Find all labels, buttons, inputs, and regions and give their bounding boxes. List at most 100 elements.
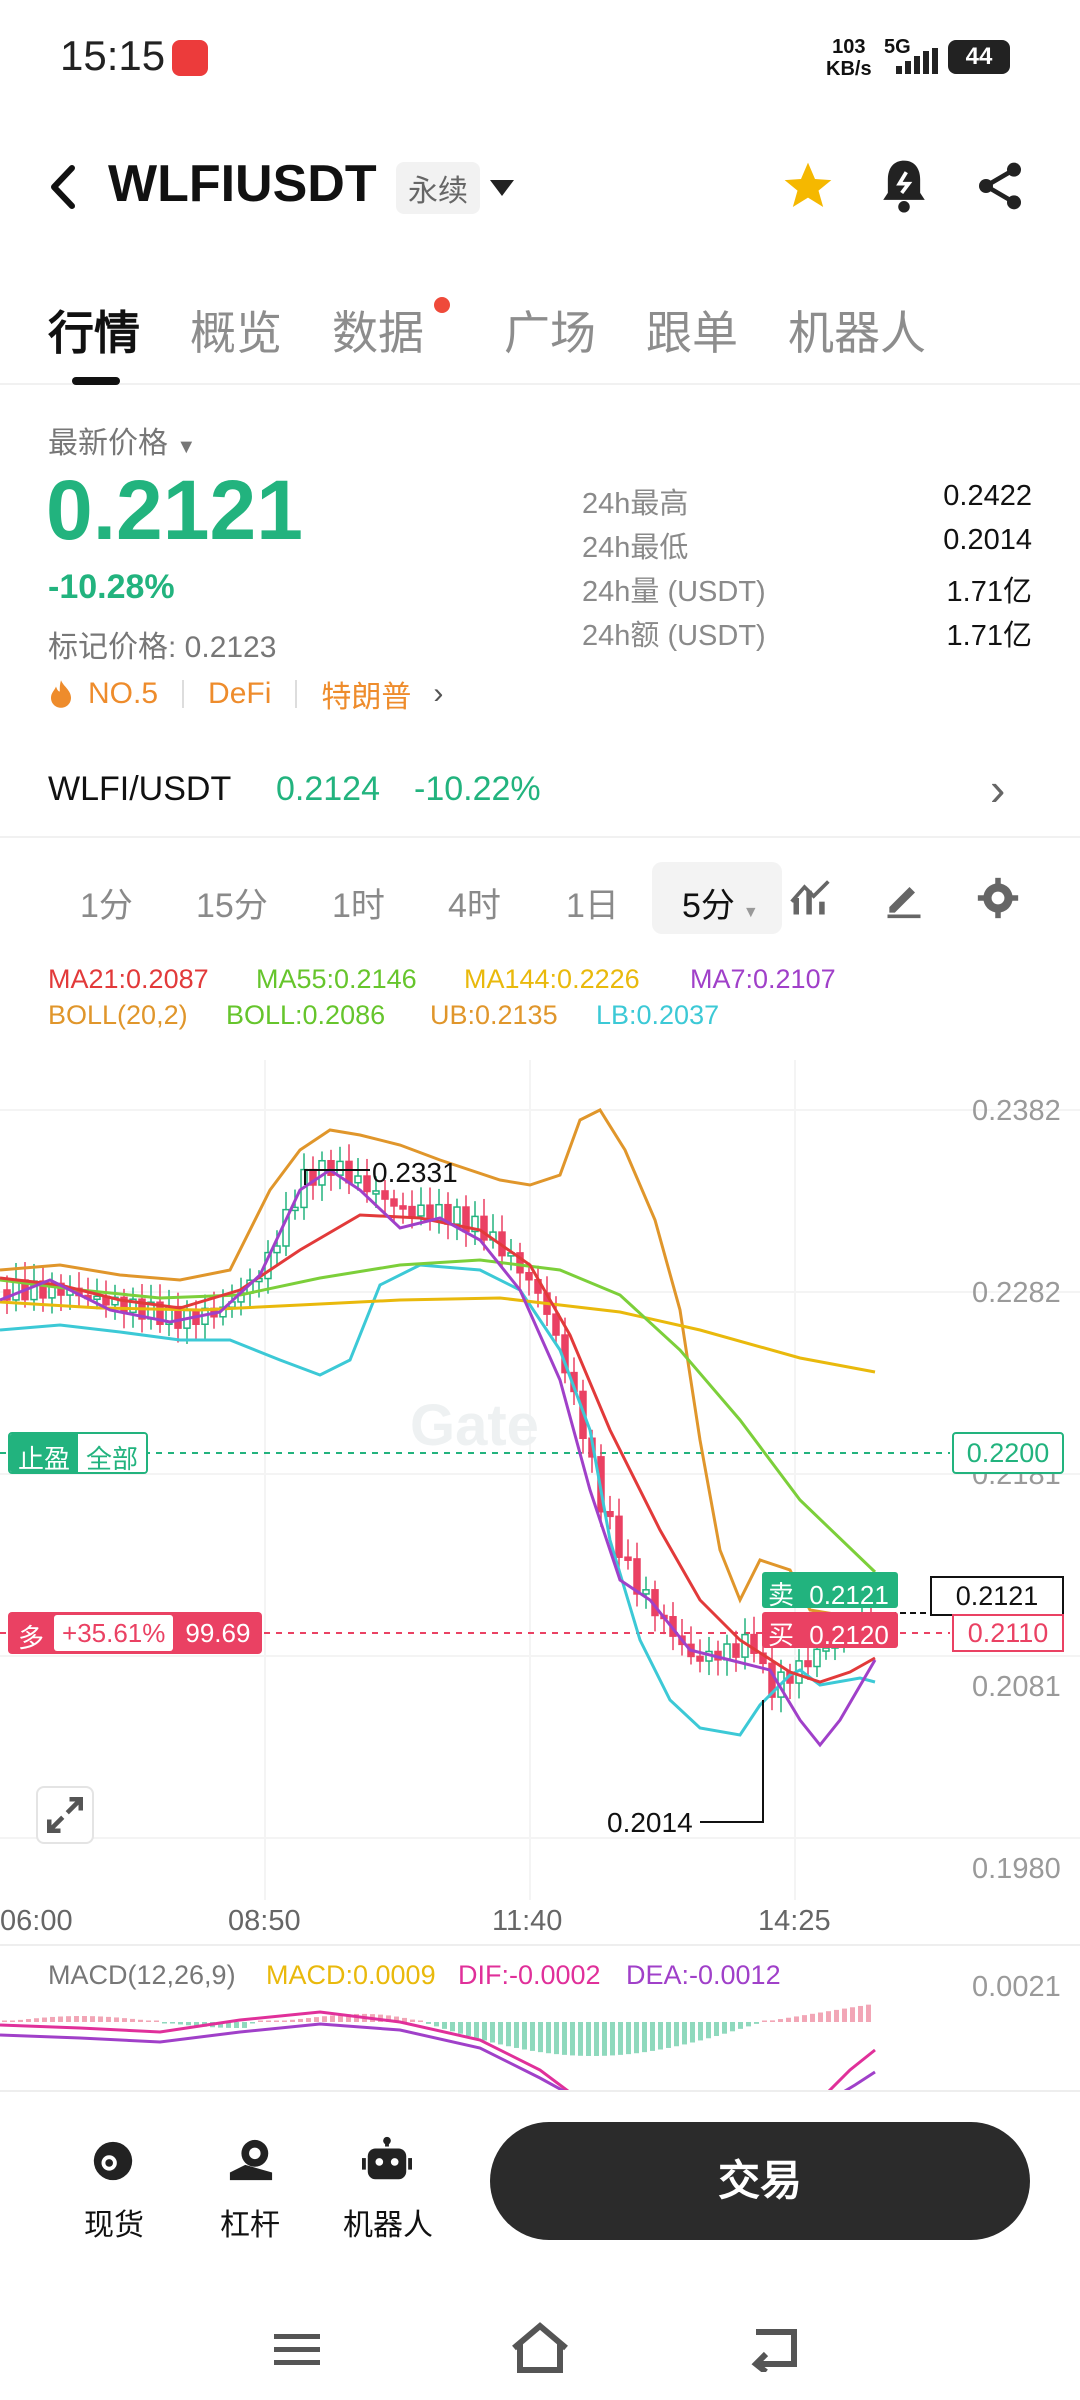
chart-settings-gear-icon[interactable]: [976, 876, 1020, 920]
macd-bar: [290, 2019, 295, 2022]
last-price-tag: 0.2121: [930, 1576, 1064, 1616]
tf-1d[interactable]: 1日: [566, 887, 619, 925]
candle: [822, 1647, 830, 1652]
price-alert-bell-icon[interactable]: [876, 156, 932, 216]
macd-bar: [66, 2016, 71, 2022]
kline-chart[interactable]: MA21:0.2087 MA55:0.2146 MA144:0.2226 MA7…: [0, 960, 1080, 2090]
macd-bar: [674, 2022, 679, 2047]
macd-bar: [546, 2022, 551, 2054]
macd-bar: [194, 2022, 199, 2027]
macd-bar: [386, 2015, 391, 2022]
macd-bar: [522, 2022, 527, 2050]
back-nav-icon[interactable]: [750, 2324, 804, 2375]
tab-market[interactable]: 行情: [48, 307, 140, 359]
macd-bar: [274, 2020, 279, 2022]
tf-15m[interactable]: 15分: [196, 887, 268, 925]
battery-level: 44: [965, 43, 993, 70]
macd-bar: [474, 2022, 479, 2039]
tab-bots[interactable]: 机器人: [788, 307, 926, 359]
dea-value: DEA:-0.0012: [626, 1960, 781, 1990]
macd-bar: [50, 2016, 55, 2022]
candle: [390, 1198, 398, 1207]
tf-1h[interactable]: 1时: [332, 887, 385, 925]
long-position-tag[interactable]: 多 +35.61% 99.69: [8, 1612, 263, 1654]
latest-price-label[interactable]: 最新价格 ▼: [48, 427, 197, 460]
rank-badge[interactable]: NO.5: [88, 677, 159, 710]
legend-boll: BOLL:0.2086: [226, 1000, 386, 1030]
take-profit-tag[interactable]: 止盈 全部: [8, 1432, 149, 1474]
legend-ma7: MA7:0.2107: [690, 964, 836, 994]
y-tick-3: 0.2081: [972, 1671, 1061, 1703]
macd-bar: [466, 2022, 471, 2037]
macd-bar: [162, 2022, 167, 2024]
macd-bar: [842, 2008, 847, 2022]
favorite-star-icon[interactable]: [780, 158, 836, 214]
tab-data[interactable]: 数据: [332, 307, 424, 359]
macd-histogram: [2, 2004, 871, 2056]
buy-price-tag[interactable]: 买 0.2120: [762, 1612, 898, 1650]
macd-bar: [218, 2022, 223, 2028]
spot-icon[interactable]: [90, 2138, 136, 2184]
tab-overview[interactable]: 概览: [190, 307, 282, 359]
margin-icon[interactable]: [226, 2138, 276, 2184]
active-tab-indicator: [72, 377, 120, 385]
macd-bar: [234, 2022, 239, 2028]
tf-1m[interactable]: 1分: [80, 887, 133, 925]
candle: [633, 1558, 641, 1595]
take-profit-price: 0.2200: [952, 1432, 1064, 1474]
symbol-title[interactable]: WLFIUSDT: [108, 155, 377, 213]
dif-value: DIF:-0.0002: [458, 1960, 601, 1990]
spot-chevron-icon: ›: [990, 763, 1006, 815]
candle: [471, 1215, 479, 1233]
battery-icon: 44: [948, 40, 1010, 74]
spot-pair-row[interactable]: WLFI/USDT 0.2124 -10.22% ›: [0, 748, 1080, 838]
home-icon[interactable]: [508, 2320, 572, 2376]
macd-bar: [762, 2020, 767, 2022]
nav-bots-label[interactable]: 机器人: [343, 2209, 433, 2242]
macd-bar: [722, 2022, 727, 2034]
share-icon[interactable]: [972, 158, 1028, 214]
signal-icon: [896, 48, 940, 74]
sell-price-tag[interactable]: 卖 0.2121: [762, 1572, 898, 1610]
candle: [354, 1175, 362, 1184]
tag-trump[interactable]: 特朗普: [321, 681, 412, 714]
macd-bar: [26, 2019, 31, 2022]
long-pnl-pct: +35.61%: [54, 1615, 174, 1651]
tab-square[interactable]: 广场: [504, 307, 596, 359]
macd-bar: [506, 2022, 511, 2047]
macd-bar: [834, 2009, 839, 2022]
tab-copy-trading[interactable]: 跟单: [646, 307, 738, 359]
x-tick-0: 06:00: [0, 1905, 73, 1937]
trade-button[interactable]: 交易: [490, 2122, 1030, 2240]
stat-value-turnover: 1.71亿: [946, 620, 1032, 652]
indicator-icon[interactable]: [788, 876, 832, 920]
back-icon[interactable]: [44, 162, 84, 212]
tags-chevron-icon[interactable]: ›: [433, 677, 444, 710]
ma55-line: [0, 1258, 877, 1574]
macd-bar: [610, 2022, 615, 2056]
macd-bar: [42, 2017, 47, 2022]
tf-5m-selected[interactable]: 5分 ▼: [652, 862, 782, 934]
timeframe-bar: 1分 15分 1时 4时 1日 5分 ▼: [0, 860, 1080, 940]
nav-spot-label[interactable]: 现货: [84, 2209, 144, 2242]
symbol-dropdown-icon[interactable]: [488, 178, 516, 198]
macd-bar: [770, 2020, 775, 2022]
macd-bar: [434, 2022, 439, 2027]
tf-4h[interactable]: 4时: [448, 887, 501, 925]
tag-defi[interactable]: DeFi: [208, 677, 272, 710]
nav-margin-label[interactable]: 杠杆: [220, 2209, 280, 2242]
draw-tool-icon[interactable]: [882, 876, 926, 920]
legend-ma21: MA21:0.2087: [48, 964, 209, 994]
menu-icon[interactable]: [272, 2330, 322, 2370]
candle: [732, 1643, 740, 1658]
x-tick-1: 08:50: [228, 1905, 301, 1937]
robot-icon[interactable]: [362, 2136, 412, 2184]
take-profit-label: 止盈: [10, 1434, 79, 1472]
legend-ma55: MA55:0.2146: [256, 964, 417, 994]
y-tick-4: 0.1980: [972, 1853, 1061, 1885]
fullscreen-expand-icon[interactable]: [36, 1786, 94, 1844]
macd-bar: [866, 2004, 871, 2022]
macd-bar: [650, 2022, 655, 2051]
stat-value-low: 0.2014: [943, 524, 1032, 556]
macd-bar: [786, 2017, 791, 2022]
